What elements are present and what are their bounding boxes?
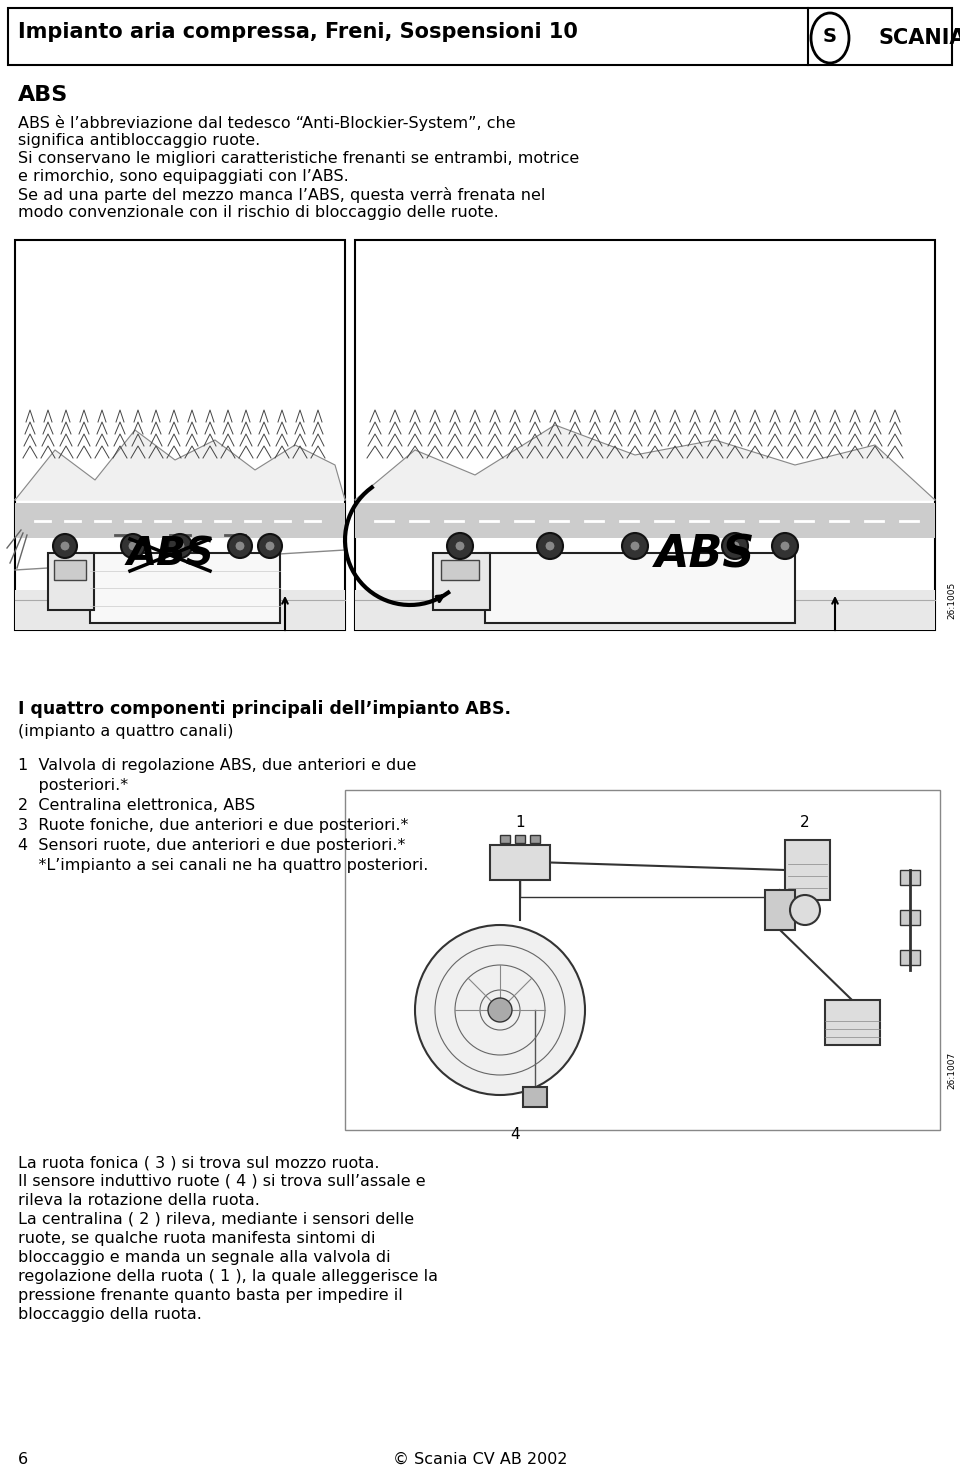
Circle shape — [730, 541, 740, 552]
Text: significa antibloccaggio ruote.: significa antibloccaggio ruote. — [18, 133, 260, 148]
Text: 3  Ruote foniche, due anteriori e due posteriori.*: 3 Ruote foniche, due anteriori e due pos… — [18, 819, 408, 833]
Circle shape — [772, 533, 798, 559]
Text: 1: 1 — [516, 816, 525, 830]
Circle shape — [128, 541, 138, 552]
Text: Si conservano le migliori caratteristiche frenanti se entrambi, motrice: Si conservano le migliori caratteristich… — [18, 151, 579, 166]
Text: ruote, se qualche ruota manifesta sintomi di: ruote, se qualche ruota manifesta sintom… — [18, 1231, 375, 1245]
Text: 3: 3 — [425, 1040, 435, 1055]
Text: rileva la rotazione della ruota.: rileva la rotazione della ruota. — [18, 1193, 260, 1207]
Bar — [355, 241, 935, 629]
Circle shape — [790, 895, 820, 926]
Bar — [765, 890, 795, 930]
Text: 26:1007: 26:1007 — [948, 1052, 956, 1089]
Circle shape — [780, 541, 790, 552]
Text: 2  Centralina elettronica, ABS: 2 Centralina elettronica, ABS — [18, 798, 255, 813]
Bar — [530, 835, 540, 844]
Bar — [15, 590, 345, 629]
Text: ABS: ABS — [18, 85, 68, 106]
Circle shape — [175, 541, 185, 552]
Text: 26:1005: 26:1005 — [948, 581, 956, 619]
Bar — [500, 835, 510, 844]
Circle shape — [630, 541, 640, 552]
Text: (impianto a quattro canali): (impianto a quattro canali) — [18, 725, 233, 739]
Bar — [54, 560, 86, 579]
Text: 4  Sensori ruote, due anteriori e due posteriori.*: 4 Sensori ruote, due anteriori e due pos… — [18, 838, 405, 852]
Bar — [515, 835, 525, 844]
Circle shape — [545, 541, 555, 552]
Bar — [825, 1000, 880, 1045]
Circle shape — [53, 534, 77, 557]
Text: modo convenzionale con il rischio di bloccaggio delle ruote.: modo convenzionale con il rischio di blo… — [18, 205, 499, 220]
Bar — [441, 560, 479, 579]
Bar — [900, 870, 920, 885]
Bar — [15, 241, 345, 629]
Text: La centralina ( 2 ) rileva, mediante i sensori delle: La centralina ( 2 ) rileva, mediante i s… — [18, 1212, 414, 1226]
Bar — [48, 553, 94, 610]
Text: ABS: ABS — [655, 534, 756, 577]
Text: regolazione della ruota ( 1 ), la quale alleggerisce la: regolazione della ruota ( 1 ), la quale … — [18, 1269, 438, 1284]
Text: posteriori.*: posteriori.* — [18, 778, 128, 794]
Ellipse shape — [811, 13, 849, 63]
Text: I quattro componenti principali dell’impianto ABS.: I quattro componenti principali dell’imp… — [18, 700, 511, 717]
Circle shape — [488, 998, 512, 1022]
Bar — [15, 503, 345, 538]
Text: ABS è l’abbreviazione dal tedesco “Anti-Blockier-System”, che: ABS è l’abbreviazione dal tedesco “Anti-… — [18, 114, 516, 131]
Text: ABS: ABS — [126, 535, 214, 574]
Bar — [490, 845, 550, 880]
Bar — [355, 590, 935, 629]
Text: bloccaggio e manda un segnale alla valvola di: bloccaggio e manda un segnale alla valvo… — [18, 1250, 391, 1265]
Circle shape — [235, 541, 245, 552]
Circle shape — [258, 534, 282, 557]
Circle shape — [228, 534, 252, 557]
Circle shape — [447, 533, 473, 559]
Text: bloccaggio della ruota.: bloccaggio della ruota. — [18, 1307, 202, 1322]
Circle shape — [265, 541, 275, 552]
Text: 1  Valvola di regolazione ABS, due anteriori e due: 1 Valvola di regolazione ABS, due anteri… — [18, 758, 417, 773]
Text: *L’impianto a sei canali ne ha quattro posteriori.: *L’impianto a sei canali ne ha quattro p… — [18, 858, 428, 873]
Circle shape — [722, 533, 748, 559]
Text: Impianto aria compressa, Freni, Sospensioni 10: Impianto aria compressa, Freni, Sospensi… — [18, 22, 578, 43]
Bar — [900, 910, 920, 926]
Bar — [485, 553, 795, 623]
Bar — [345, 791, 940, 1130]
Bar — [355, 503, 935, 538]
Text: S: S — [823, 26, 837, 45]
Bar — [433, 553, 490, 610]
Text: pressione frenante quanto basta per impedire il: pressione frenante quanto basta per impe… — [18, 1288, 403, 1303]
Bar — [523, 1087, 547, 1108]
Text: Se ad una parte del mezzo manca l’ABS, questa verrà frenata nel: Se ad una parte del mezzo manca l’ABS, q… — [18, 186, 545, 202]
Text: © Scania CV AB 2002: © Scania CV AB 2002 — [393, 1452, 567, 1467]
Text: SCANIA: SCANIA — [878, 28, 960, 48]
Text: La ruota fonica ( 3 ) si trova sul mozzo ruota.: La ruota fonica ( 3 ) si trova sul mozzo… — [18, 1155, 379, 1171]
Text: 4: 4 — [510, 1127, 519, 1141]
Circle shape — [537, 533, 563, 559]
Circle shape — [168, 534, 192, 557]
Text: e rimorchio, sono equipaggiati con l’ABS.: e rimorchio, sono equipaggiati con l’ABS… — [18, 169, 348, 183]
Bar — [785, 841, 830, 899]
Circle shape — [455, 541, 465, 552]
Polygon shape — [15, 430, 345, 500]
Text: Il sensore induttivo ruote ( 4 ) si trova sull’assale e: Il sensore induttivo ruote ( 4 ) si trov… — [18, 1174, 425, 1188]
Bar — [90, 553, 280, 623]
Text: 6: 6 — [18, 1452, 28, 1467]
Bar — [900, 951, 920, 965]
Circle shape — [121, 534, 145, 557]
Circle shape — [622, 533, 648, 559]
Polygon shape — [355, 425, 935, 500]
Bar — [8, 7, 952, 65]
Text: 2: 2 — [801, 816, 810, 830]
Circle shape — [415, 926, 585, 1094]
Circle shape — [60, 541, 70, 552]
